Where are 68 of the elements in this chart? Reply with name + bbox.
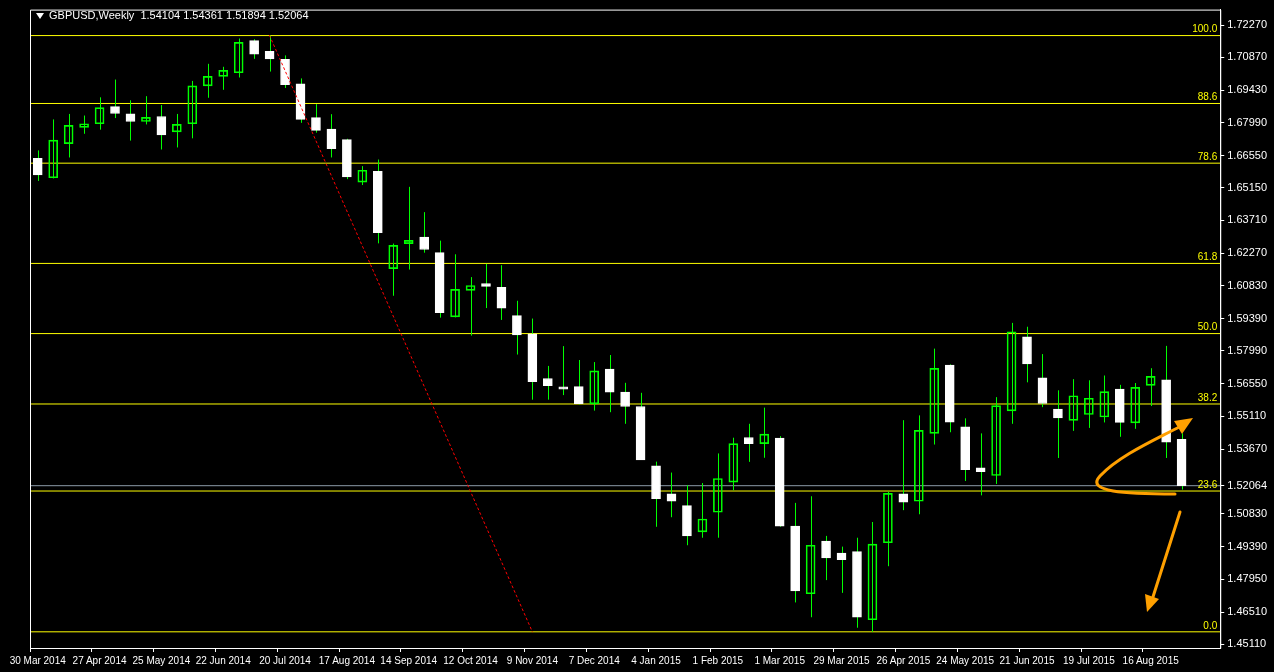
candlestick (326, 113, 337, 158)
chart-title: GBPUSD,Weekly (49, 9, 135, 21)
x-tick-label: 1 Mar 2015 (754, 654, 806, 666)
candlestick (543, 365, 553, 401)
candlestick (666, 472, 677, 518)
candlestick (311, 103, 321, 134)
x-tick-label: 14 Sep 2014 (380, 654, 438, 666)
y-tick-label: 1.45110 (1227, 637, 1267, 650)
x-tick-label: 30 Mar 2014 (9, 654, 67, 666)
candlestick (32, 149, 43, 182)
x-tick-label: 24 May 2015 (936, 654, 995, 666)
y-tick-label: 1.62270 (1227, 246, 1267, 259)
candlestick (110, 79, 120, 119)
x-tick-label: 1 Feb 2015 (692, 654, 744, 666)
x-tick-label: 4 Jan 2015 (631, 654, 682, 666)
y-tick-label: 1.47950 (1227, 572, 1267, 585)
y-tick-label: 1.55110 (1227, 409, 1267, 422)
y-tick-label: 1.52064 (1227, 478, 1267, 491)
candlestick (821, 535, 831, 581)
x-tick-label: 16 Aug 2015 (1122, 654, 1180, 666)
annotation: 0.0 (1203, 619, 1218, 631)
candlestick (898, 419, 909, 511)
candlestick (249, 38, 259, 60)
candlestick (975, 432, 986, 496)
x-tick-label: 20 Jul 2014 (259, 654, 312, 666)
x-tick-label: 17 Aug 2014 (318, 654, 376, 666)
y-tick-label: 1.67990 (1227, 115, 1267, 128)
annotation: 38.2 (1197, 391, 1218, 403)
y-tick-label: 1.59390 (1227, 311, 1267, 324)
x-tick-label: 29 Mar 2015 (813, 654, 871, 666)
annotation: 23.6 (1197, 478, 1218, 490)
candlestick (156, 104, 167, 150)
candlestick (573, 359, 584, 405)
x-tick-label: 12 Oct 2014 (443, 654, 499, 666)
candlestick (558, 345, 569, 396)
annotation: 50.0 (1197, 321, 1218, 333)
y-tick-label: 1.66550 (1227, 148, 1267, 161)
x-tick-label: 22 Jun 2014 (195, 654, 252, 666)
y-tick-label: 1.70870 (1227, 50, 1267, 63)
y-tick-label: 1.65150 (1227, 180, 1267, 193)
x-tick-label: 19 Jul 2015 (1062, 654, 1116, 666)
y-tick-label: 1.53670 (1227, 442, 1267, 455)
y-tick-label: 1.63710 (1227, 213, 1267, 226)
candlestick (512, 300, 522, 356)
chart-subtitle: 1.54104 1.54361 1.51894 1.52064 (140, 9, 309, 21)
candlestick (419, 211, 429, 254)
y-tick-label: 1.72270 (1227, 18, 1267, 31)
x-tick-label: 27 Apr 2014 (72, 654, 127, 666)
annotation: 78.6 (1197, 150, 1218, 162)
candlestick (1053, 389, 1063, 459)
y-tick-label: 1.49390 (1227, 539, 1267, 552)
y-tick-label: 1.46510 (1227, 605, 1267, 618)
x-tick-label: 25 May 2014 (132, 654, 191, 666)
x-tick-label: 26 Apr 2015 (876, 654, 931, 666)
x-tick-label: 21 Jun 2015 (999, 654, 1055, 666)
y-tick-label: 1.69430 (1227, 83, 1267, 96)
annotation: 61.8 (1197, 251, 1218, 263)
x-tick-label: 9 Nov 2014 (506, 654, 559, 666)
y-tick-label: 1.56550 (1227, 376, 1267, 389)
y-tick-label: 1.50830 (1227, 506, 1267, 519)
candlestick (481, 263, 491, 309)
x-tick-label: 7 Dec 2014 (568, 654, 621, 666)
candlestick (620, 382, 630, 425)
candlestick (743, 423, 754, 463)
annotation: 100.0 (1192, 23, 1218, 35)
y-tick-label: 1.60830 (1227, 279, 1267, 291)
annotation: 88.6 (1197, 91, 1218, 103)
y-tick-label: 1.57990 (1227, 343, 1267, 356)
